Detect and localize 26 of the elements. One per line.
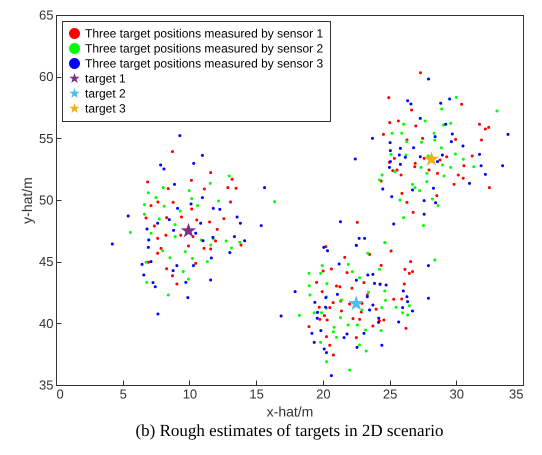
- y-tick-label: 45: [39, 254, 54, 270]
- y-tick-label: 55: [39, 130, 54, 146]
- y-tick-label: 40: [39, 316, 54, 331]
- text: (b) Rough estimates of targets in 2D scenario: [136, 421, 444, 440]
- y-tick-label: 65: [39, 8, 54, 22]
- legend-label: Three target positions measured by sensor 2: [85, 42, 324, 56]
- legend-label: target 1: [85, 72, 126, 86]
- x-axis-title: x-hat/m: [266, 404, 314, 420]
- y-axis-title: y-hat/m: [19, 177, 36, 224]
- x-tick-label: 25: [382, 386, 398, 402]
- y-tick-label: 50: [39, 192, 54, 208]
- x-tick-label: 35: [509, 386, 524, 402]
- y-tick-label: 60: [39, 69, 54, 84]
- point: [180, 222, 196, 238]
- x-tick-label: 10: [182, 386, 198, 402]
- x-tick-label: 15: [249, 386, 264, 402]
- point: [348, 296, 364, 310]
- legend-label: Three target positions measured by sensor 1: [85, 26, 324, 40]
- x-tick-label: 20: [316, 386, 331, 402]
- legend-label: target 3: [85, 102, 126, 116]
- x-tick-label: 5: [120, 386, 127, 402]
- legend-label: Three target positions measured by sensor 3: [85, 56, 324, 70]
- point: [424, 151, 440, 166]
- x-tick-label: 0: [56, 386, 64, 402]
- x-tick-label: 30: [450, 386, 464, 402]
- legend-label: target 2: [85, 86, 126, 100]
